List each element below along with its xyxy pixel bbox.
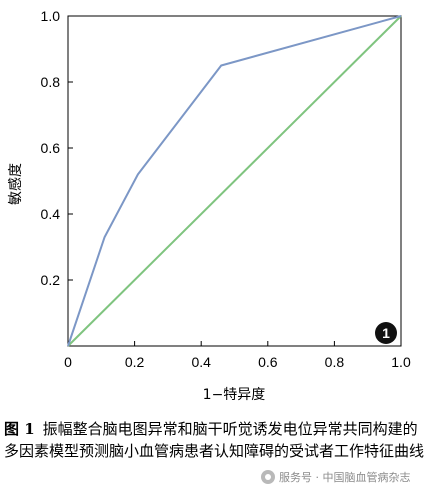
reference-diagonal-line bbox=[67, 15, 402, 347]
x-tick-label: 0 bbox=[64, 354, 72, 370]
series-layer bbox=[67, 15, 402, 347]
plot-frame bbox=[67, 15, 402, 347]
figure-label: 图 1 bbox=[4, 420, 35, 438]
roc-curve-line bbox=[67, 15, 402, 347]
y-tick-label: 1.0 bbox=[41, 8, 61, 24]
x-axis-title: 1−特异度 bbox=[203, 387, 266, 403]
axis-ticks: 0 0.2 0.4 0.6 0.8 1.0 0.2 0.4 0.6 0.8 1.0 bbox=[41, 8, 411, 370]
panel-badge: 1 bbox=[375, 322, 397, 344]
x-tick-label: 0.8 bbox=[325, 354, 345, 370]
figure-caption-text: 振幅整合脑电图异常和脑干听觉诱发电位异常共同构建的多因素模型预测脑小血管病患者认… bbox=[4, 420, 425, 460]
y-tick-label: 0.8 bbox=[41, 74, 61, 90]
x-tick-label: 0.6 bbox=[258, 354, 278, 370]
y-tick-label: 0.4 bbox=[41, 206, 61, 222]
watermark: 服务号 · 中国脑血管病杂志 bbox=[258, 468, 414, 486]
y-tick-label: 0.2 bbox=[41, 272, 61, 288]
figure-caption: 图 1 振幅整合脑电图异常和脑干听觉诱发电位异常共同构建的多因素模型预测脑小血管病… bbox=[4, 418, 430, 462]
x-tick-label: 0.2 bbox=[125, 354, 145, 370]
wechat-icon bbox=[261, 470, 275, 484]
x-tick-label: 1.0 bbox=[391, 354, 411, 370]
x-tick-label: 0.4 bbox=[191, 354, 211, 370]
roc-chart: 0 0.2 0.4 0.6 0.8 1.00.20.40.60.81.0 1 1−特异度 … bbox=[7, 8, 411, 403]
y-tick-label: 0.6 bbox=[41, 140, 61, 156]
y-axis-title: 敏感度 bbox=[7, 163, 24, 205]
panel-badge-label: 1 bbox=[382, 325, 390, 341]
watermark-text: 服务号 · 中国脑血管病杂志 bbox=[279, 471, 411, 484]
